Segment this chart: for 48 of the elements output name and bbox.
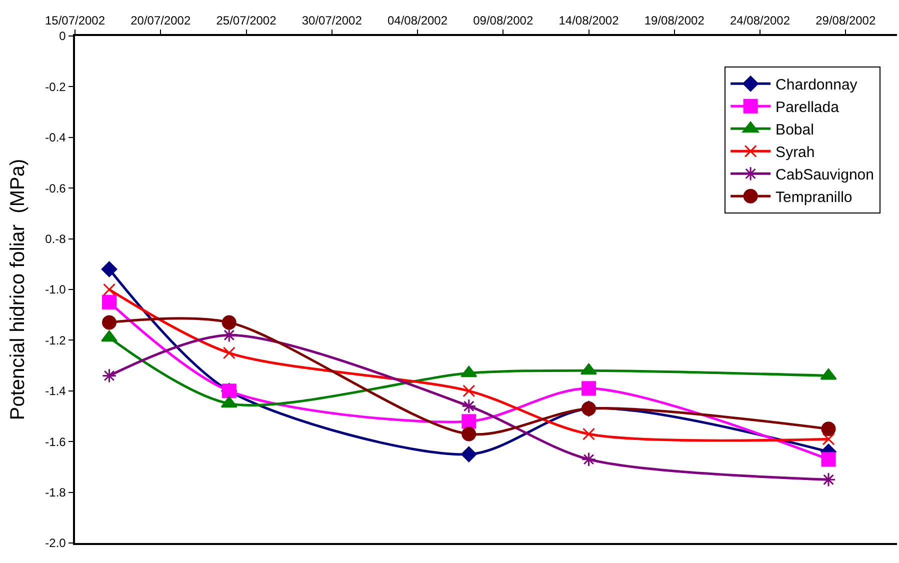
point (821, 452, 836, 467)
x-tick-label: 14/08/2002 (558, 13, 620, 28)
y-axis-title: Potencial hidrico foliar (MPa) (7, 158, 30, 420)
legend-label: CabSauvignon (776, 166, 874, 184)
x-tick-label: 24/08/2002 (730, 13, 790, 28)
y-tick-label: -0.2 (45, 80, 66, 94)
point (822, 432, 835, 446)
x-tick-label: 04/08/2002 (387, 13, 448, 28)
y-tick-label: -1.0 (45, 282, 66, 297)
point (103, 283, 116, 296)
point (460, 446, 477, 462)
x-tick-label: 29/08/2002 (816, 13, 876, 28)
legend-label: Tempranillo (776, 189, 852, 206)
y-tick-label: -1.6 (45, 434, 66, 449)
y-tick-label: -1.8 (45, 486, 66, 500)
point (582, 428, 595, 440)
point (222, 315, 236, 330)
legend-label: Bobal (776, 122, 814, 139)
x-tick-label: 15/07/2002 (44, 13, 106, 28)
y-tick-label: 0 (59, 29, 66, 44)
x-tick-label: 09/08/2002 (473, 13, 534, 28)
point (462, 398, 476, 414)
point (222, 328, 236, 342)
x-tick-label: 20/07/2002 (130, 13, 191, 28)
x-tick-label: 25/07/2002 (216, 13, 277, 28)
y-tick-label: -0.4 (45, 130, 66, 145)
legend-label: Syrah (776, 144, 815, 162)
x-tick-label: 19/08/2002 (644, 13, 705, 28)
y-tick-label: 0.-8 (45, 232, 66, 246)
point (462, 426, 476, 442)
y-tick-label: -0.6 (45, 181, 66, 196)
legend-label: Chardonnay (776, 76, 858, 94)
point (102, 294, 116, 310)
point (222, 346, 236, 360)
point (821, 422, 836, 436)
point (581, 452, 596, 467)
y-tick-label: -2.0 (45, 536, 66, 550)
y-tick-label: -1.4 (45, 384, 66, 398)
x-tick-label: 30/07/2002 (302, 13, 362, 28)
point (821, 472, 836, 487)
point (462, 414, 476, 429)
point (101, 261, 118, 278)
point (102, 315, 116, 330)
point (462, 384, 476, 398)
point (102, 368, 117, 384)
legend-label: Parellada (776, 99, 840, 116)
y-tick-label: -1.2 (45, 333, 66, 348)
point (582, 381, 596, 396)
